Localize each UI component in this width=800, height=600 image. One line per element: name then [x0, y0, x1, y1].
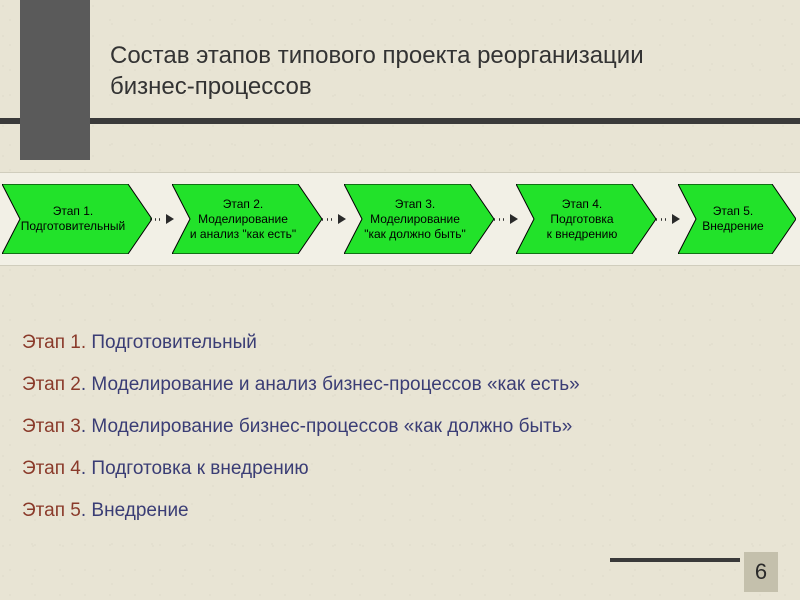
stage-list: Этап 1. ПодготовительныйЭтап 2. Моделиро…	[22, 332, 762, 542]
stage-list-desc: . Моделирование бизнес-процессов «как до…	[81, 416, 572, 437]
flow-stage-label: Этап 3. Моделирование "как должно быть"	[344, 184, 494, 254]
stage-list-num: Этап 2	[22, 374, 81, 395]
flow-connector	[150, 214, 174, 224]
horizontal-rule	[0, 118, 800, 124]
stage-list-num: Этап 5	[22, 500, 81, 521]
flow-stage-1: Этап 1. Подготовительный	[2, 184, 152, 254]
stage-list-num: Этап 3	[22, 416, 81, 437]
flow-connector	[656, 214, 680, 224]
flow-stage-label: Этап 1. Подготовительный	[2, 184, 152, 254]
stage-list-item: Этап 3. Моделирование бизнес-процессов «…	[22, 416, 762, 438]
page-number: 6	[744, 552, 778, 592]
stage-list-num: Этап 1.	[22, 332, 86, 353]
flow-stage-label: Этап 2. Моделирование и анализ "как есть…	[172, 184, 322, 254]
flow-stage-label: Этап 4. Подготовка к внедрению	[516, 184, 656, 254]
stage-list-desc: . Внедрение	[81, 500, 189, 521]
stage-list-desc: Подготовительный	[86, 332, 257, 353]
flow-stage-label: Этап 5. Внедрение	[678, 184, 796, 254]
flow-stage-4: Этап 4. Подготовка к внедрению	[516, 184, 656, 254]
stage-list-desc: . Подготовка к внедрению	[81, 458, 309, 479]
stage-list-item: Этап 4. Подготовка к внедрению	[22, 458, 762, 480]
stage-list-desc: . Моделирование и анализ бизнес-процессо…	[81, 374, 580, 395]
stage-list-item: Этап 1. Подготовительный	[22, 332, 762, 354]
stage-list-num: Этап 4	[22, 458, 81, 479]
flow-stage-3: Этап 3. Моделирование "как должно быть"	[344, 184, 494, 254]
flowchart: Этап 1. Подготовительный Этап 2. Моделиро…	[0, 172, 800, 266]
flow-stage-2: Этап 2. Моделирование и анализ "как есть…	[172, 184, 322, 254]
stage-list-item: Этап 5. Внедрение	[22, 500, 762, 522]
footer-line	[610, 558, 740, 562]
flow-connector	[322, 214, 346, 224]
flow-connector	[494, 214, 518, 224]
flow-stage-5: Этап 5. Внедрение	[678, 184, 796, 254]
stage-list-item: Этап 2. Моделирование и анализ бизнес-пр…	[22, 374, 762, 396]
accent-block	[20, 0, 90, 160]
slide-title: Состав этапов типового проекта реорганиз…	[110, 40, 710, 102]
